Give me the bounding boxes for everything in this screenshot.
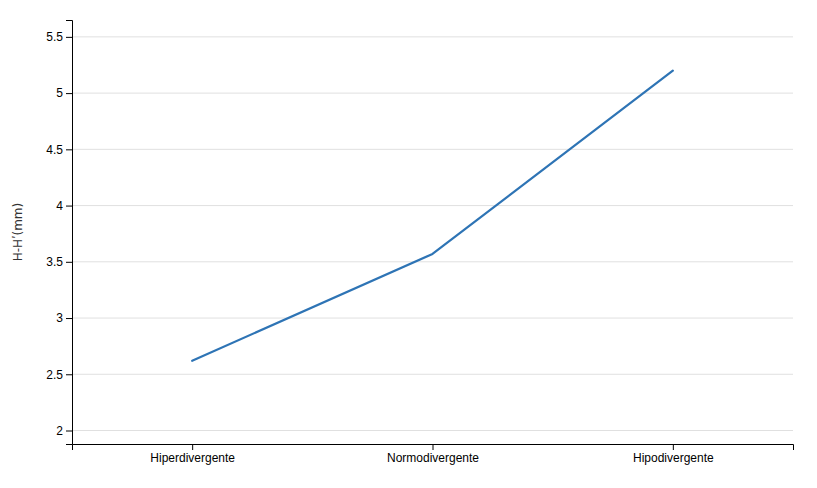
y-tick: 3.5	[46, 255, 72, 269]
grid-line	[72, 374, 793, 375]
x-tick: Hipodivergente	[633, 444, 714, 465]
grid-line	[72, 149, 793, 150]
y-axis: 2 2.5 3 3.5 4 4.5 5 5.5	[46, 21, 72, 445]
plot: 2 2.5 3 3.5 4 4.5 5 5.5 Hiperdivergente Normodive…	[46, 21, 793, 465]
y-tick-label: 4	[56, 199, 63, 213]
x-tick: Normodivergente	[387, 444, 479, 465]
line	[192, 71, 673, 361]
x-tick-mark	[433, 444, 434, 450]
y-tick: 5.5	[46, 30, 72, 44]
x-axis: Hiperdivergente Normodivergente Hipodiverg…	[73, 444, 794, 465]
x-axis-line	[73, 445, 794, 451]
y-tick-label: 3	[56, 311, 63, 325]
y-axis-line	[66, 21, 73, 445]
y-tick-label: 2.5	[46, 368, 63, 382]
y-tick-mark	[66, 262, 72, 263]
x-tick: Hiperdivergente	[150, 444, 235, 465]
y-tick: 4	[56, 199, 72, 213]
x-tick-mark	[673, 444, 674, 450]
x-tick-label: Hiperdivergente	[150, 451, 235, 465]
y-tick-mark	[66, 318, 72, 319]
y-tick-label: 3.5	[46, 255, 63, 269]
y-tick-label: 5.5	[46, 30, 63, 44]
y-tick-mark	[66, 431, 72, 432]
y-tick: 4.5	[46, 143, 72, 157]
grid-line	[72, 205, 793, 206]
y-tick-mark	[66, 206, 72, 207]
y-tick: 5	[56, 86, 72, 100]
grid-line	[72, 93, 793, 94]
y-tick-label: 4.5	[46, 143, 63, 157]
y-tick: 2.5	[46, 368, 72, 382]
y-tick-label: 5	[56, 86, 63, 100]
chart: 2 2.5 3 3.5 4 4.5 5 5.5 Hiperdivergente Normodive…	[0, 0, 817, 488]
grid-line	[72, 430, 793, 431]
x-tick-label: Hipodivergente	[633, 451, 714, 465]
grid-line	[72, 261, 793, 262]
y-tick: 2	[56, 424, 72, 438]
grid	[72, 37, 793, 431]
y-tick-mark	[66, 37, 72, 38]
y-tick: 3	[56, 311, 72, 325]
x-tick-mark	[192, 444, 193, 450]
y-tick-label: 2	[56, 424, 63, 438]
y-axis-title: H-Hʹ(mm)	[11, 203, 25, 261]
y-tick-mark	[66, 149, 72, 150]
grid-line	[72, 36, 793, 37]
x-tick-label: Normodivergente	[387, 451, 479, 465]
grid-line	[72, 318, 793, 319]
y-tick-mark	[66, 93, 72, 94]
series	[192, 71, 673, 361]
y-tick-mark	[66, 374, 72, 375]
